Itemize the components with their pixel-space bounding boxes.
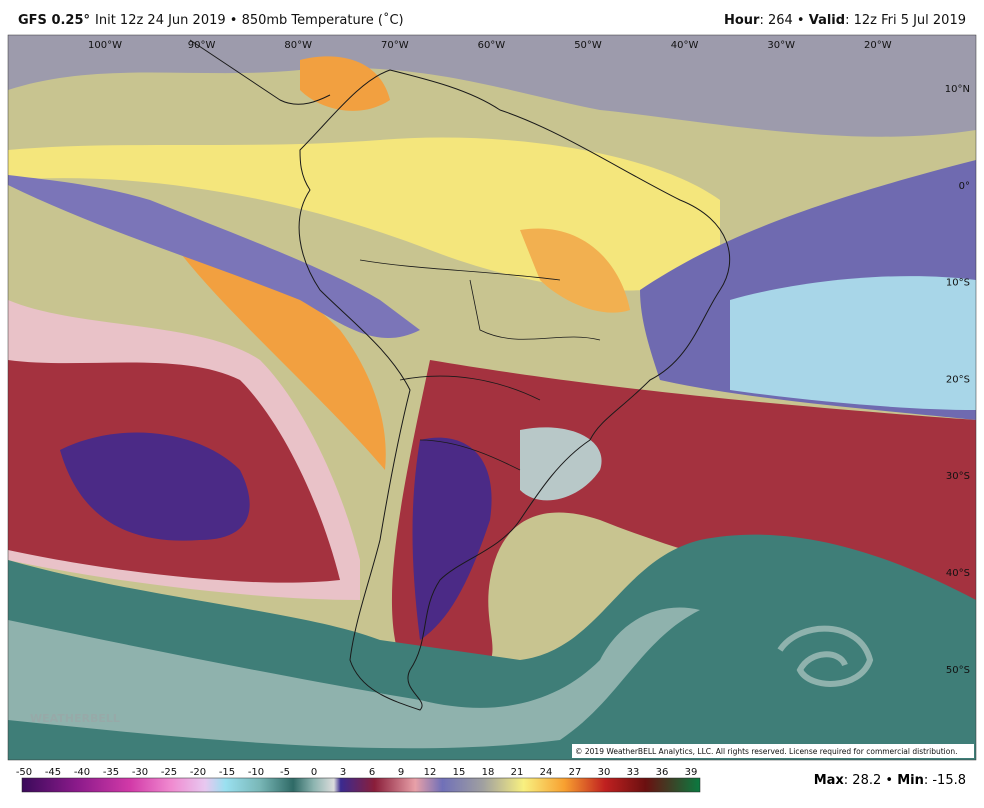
field-dark-purple-west [60, 432, 250, 541]
min-value: : -15.8 [924, 773, 966, 788]
field-orange-pacific [150, 210, 386, 470]
header-left: GFS 0.25° Init 12z 24 Jun 2019 • 850mb Te… [18, 12, 404, 28]
map-field: WEATHERBELL © 2019 WeatherBELL Analytics… [8, 35, 976, 760]
country-borders [359, 259, 601, 471]
watermark: WEATHERBELL [30, 712, 120, 725]
longitude-labels: 100°W 90°W 80°W 70°W 60°W 50°W 40°W 30°W 20°W [88, 40, 892, 51]
colorbar-tick-label: -15 [219, 767, 235, 778]
longitude-label: 30°W [767, 40, 795, 51]
latitude-label: 0° [959, 181, 970, 192]
longitude-label: 50°W [574, 40, 602, 51]
valid-value: : 12z Fri 5 Jul 2019 [845, 13, 966, 28]
field-purple-west [8, 175, 420, 339]
field-lightblue [730, 276, 976, 410]
latitude-label: 10°N [945, 84, 970, 95]
colorbar-tick-label: -5 [280, 767, 290, 778]
colorbar-tick-label: 0 [311, 767, 317, 778]
max-value: : 28.2 • [844, 773, 897, 788]
colorbar-tick-label: -25 [161, 767, 177, 778]
header-right: Hour: 264 • Valid: 12z Fri 5 Jul 2019 [724, 13, 966, 28]
colorbar-tick-label: -40 [74, 767, 90, 778]
longitude-label: 70°W [381, 40, 409, 51]
colorbar-tick-label: 21 [511, 767, 524, 778]
south-america-outline [298, 69, 731, 711]
colorbar-ticks: -50 -45 -40 -35 -30 -25 -20 -15 -10 -5 0 3 6 9 12 15 18 2… [16, 767, 698, 778]
colorbar [21, 777, 701, 793]
colorbar-tick-label: 3 [340, 767, 346, 778]
longitude-label: 20°W [864, 40, 892, 51]
colorbar-tick-label: 18 [482, 767, 495, 778]
colorbar-tick-label: -30 [132, 767, 148, 778]
colorbar-tick-label: 30 [598, 767, 611, 778]
colorbar-tick-label: 27 [569, 767, 582, 778]
colorbar-tick-label: 39 [685, 767, 698, 778]
field-top [8, 35, 976, 137]
colorbar-tick-label: 33 [627, 767, 640, 778]
colorbar-tick-label: 36 [656, 767, 669, 778]
hour-label: Hour [724, 13, 760, 28]
latitude-labels: 10°N 0° 10°S 20°S 30°S 40°S 50°S [945, 84, 970, 676]
footer-stats: Max: 28.2 • Min: -15.8 [814, 773, 966, 788]
model: GFS 0.25° [18, 13, 90, 28]
longitude-label: 60°W [478, 40, 506, 51]
colorbar-tick-label: -20 [190, 767, 206, 778]
field-teal-light [8, 607, 700, 749]
field-orange-north [300, 56, 390, 111]
colorbar-tick-label: 15 [453, 767, 466, 778]
longitude-label: 100°W [88, 40, 122, 51]
latitude-label: 50°S [946, 665, 970, 676]
colorbar-tick-label: -35 [103, 767, 119, 778]
field-swirl [777, 625, 874, 687]
latitude-label: 10°S [946, 278, 970, 289]
latitude-label: 20°S [946, 374, 970, 385]
colorbar-tick-label: -45 [45, 767, 61, 778]
hour-value: : 264 • [759, 13, 808, 28]
colorbar-tick-label: -50 [16, 767, 32, 778]
colorbar-tick-label: 6 [369, 767, 375, 778]
field-grey-coast [520, 427, 602, 501]
longitude-label: 40°W [671, 40, 699, 51]
latitude-label: 30°S [946, 471, 970, 482]
description: Init 12z 24 Jun 2019 • 850mb Temperature… [95, 12, 404, 28]
copyright: © 2019 WeatherBELL Analytics, LLC. All r… [575, 747, 957, 756]
max-label: Max [814, 773, 845, 788]
latitude-label: 40°S [946, 568, 970, 579]
colorbar-tick-label: -10 [248, 767, 264, 778]
central-america-outline [189, 39, 331, 105]
longitude-label: 90°W [188, 40, 216, 51]
colorbar-tick-label: 24 [540, 767, 553, 778]
min-label: Min [897, 773, 924, 788]
valid-label: Valid [809, 13, 845, 28]
longitude-label: 80°W [284, 40, 312, 51]
map-frame [7, 34, 977, 761]
colorbar-tick-label: 12 [424, 767, 437, 778]
colorbar-tick-label: 9 [398, 767, 404, 778]
copyright-box [572, 744, 974, 758]
field-orange-brazil [520, 228, 630, 313]
field-dark-purple-east [412, 437, 492, 640]
